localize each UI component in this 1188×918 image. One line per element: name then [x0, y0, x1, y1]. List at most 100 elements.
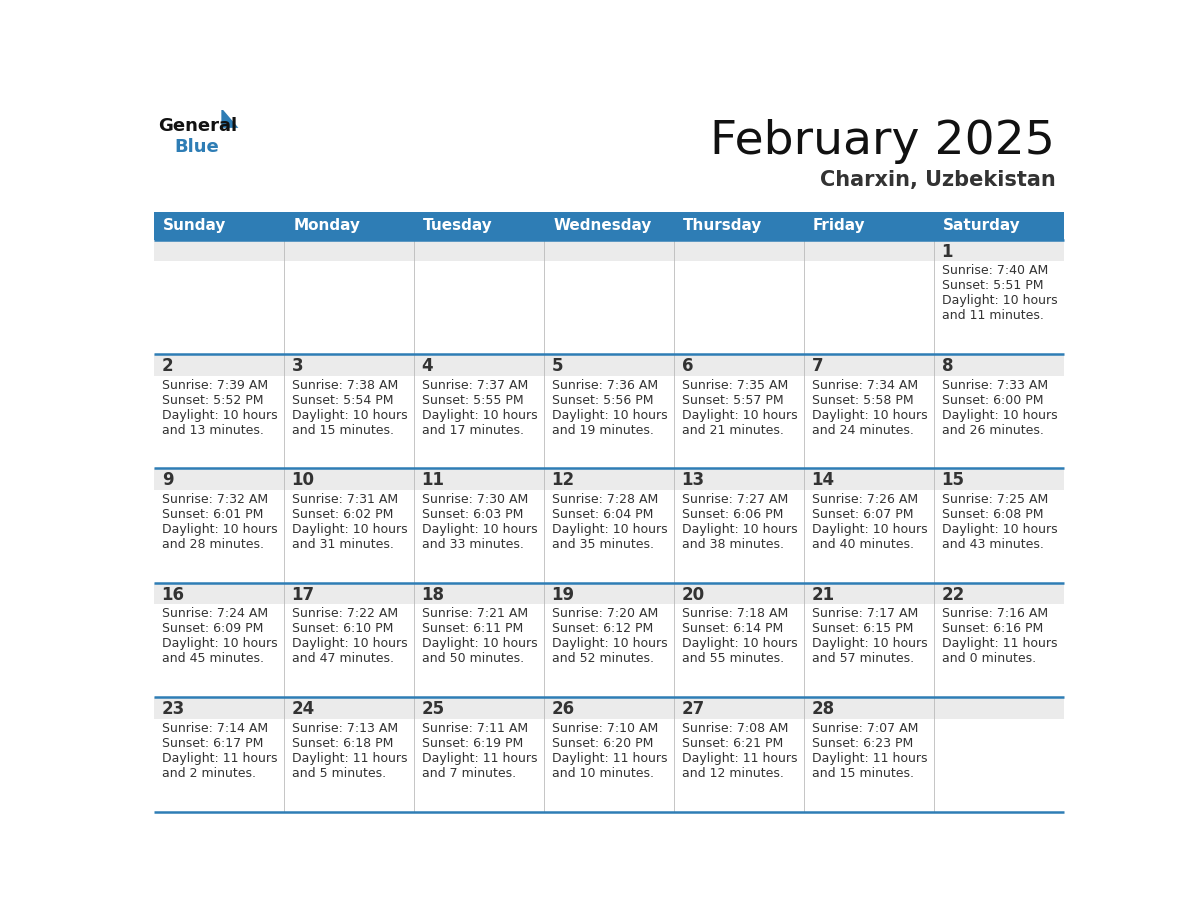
Text: and 13 minutes.: and 13 minutes.: [162, 423, 264, 437]
Text: Blue: Blue: [175, 138, 220, 155]
Bar: [544, 212, 674, 240]
Text: Sunrise: 7:11 AM: Sunrise: 7:11 AM: [422, 722, 527, 734]
Text: 18: 18: [422, 586, 444, 604]
Text: Sunset: 5:56 PM: Sunset: 5:56 PM: [551, 394, 653, 407]
Bar: [934, 240, 1063, 354]
Text: 9: 9: [162, 472, 173, 489]
Bar: [284, 468, 413, 583]
Text: and 15 minutes.: and 15 minutes.: [811, 767, 914, 780]
Text: Sunrise: 7:14 AM: Sunrise: 7:14 AM: [162, 722, 267, 734]
Bar: [674, 468, 804, 490]
Text: Sunrise: 7:16 AM: Sunrise: 7:16 AM: [942, 608, 1048, 621]
Text: 12: 12: [551, 472, 575, 489]
Bar: [154, 697, 284, 719]
Text: Sunrise: 7:32 AM: Sunrise: 7:32 AM: [162, 493, 267, 506]
Text: Daylight: 10 hours: Daylight: 10 hours: [942, 523, 1057, 536]
Text: Sunset: 6:14 PM: Sunset: 6:14 PM: [682, 622, 783, 635]
Bar: [284, 354, 413, 468]
Bar: [544, 697, 674, 719]
Text: 11: 11: [422, 472, 444, 489]
Bar: [674, 354, 804, 468]
Text: 25: 25: [422, 700, 444, 718]
Bar: [674, 212, 804, 240]
Text: 27: 27: [682, 700, 704, 718]
Text: and 57 minutes.: and 57 minutes.: [811, 653, 914, 666]
Bar: [284, 583, 413, 604]
Text: Daylight: 10 hours: Daylight: 10 hours: [291, 523, 407, 536]
Text: Sunset: 6:20 PM: Sunset: 6:20 PM: [551, 737, 653, 750]
Text: Wednesday: Wednesday: [554, 218, 651, 233]
Bar: [284, 583, 413, 697]
Text: Daylight: 10 hours: Daylight: 10 hours: [422, 523, 537, 536]
Text: 4: 4: [422, 357, 434, 375]
Bar: [154, 583, 284, 697]
Text: Sunrise: 7:10 AM: Sunrise: 7:10 AM: [551, 722, 658, 734]
Text: Sunset: 6:15 PM: Sunset: 6:15 PM: [811, 622, 912, 635]
Text: 17: 17: [291, 586, 315, 604]
Text: Sunset: 6:04 PM: Sunset: 6:04 PM: [551, 508, 653, 521]
Text: 6: 6: [682, 357, 693, 375]
Text: February 2025: February 2025: [710, 119, 1055, 164]
Bar: [544, 354, 674, 375]
Bar: [413, 354, 544, 468]
Bar: [674, 583, 804, 604]
Text: Sunset: 6:08 PM: Sunset: 6:08 PM: [942, 508, 1043, 521]
Text: and 15 minutes.: and 15 minutes.: [291, 423, 393, 437]
Text: Daylight: 10 hours: Daylight: 10 hours: [811, 523, 927, 536]
Text: Sunset: 6:09 PM: Sunset: 6:09 PM: [162, 622, 263, 635]
Bar: [804, 354, 934, 375]
Text: Daylight: 10 hours: Daylight: 10 hours: [942, 409, 1057, 421]
Bar: [544, 583, 674, 604]
Text: Daylight: 10 hours: Daylight: 10 hours: [162, 523, 277, 536]
Text: 20: 20: [682, 586, 704, 604]
Text: 2: 2: [162, 357, 173, 375]
Bar: [804, 212, 934, 240]
Bar: [154, 354, 284, 468]
Text: and 50 minutes.: and 50 minutes.: [422, 653, 524, 666]
Text: Daylight: 10 hours: Daylight: 10 hours: [811, 409, 927, 421]
Text: Sunrise: 7:27 AM: Sunrise: 7:27 AM: [682, 493, 788, 506]
Text: Daylight: 10 hours: Daylight: 10 hours: [682, 637, 797, 651]
Text: Daylight: 11 hours: Daylight: 11 hours: [291, 752, 407, 765]
Text: Daylight: 10 hours: Daylight: 10 hours: [291, 637, 407, 651]
Text: Daylight: 10 hours: Daylight: 10 hours: [682, 409, 797, 421]
Text: Daylight: 11 hours: Daylight: 11 hours: [811, 752, 927, 765]
Text: and 47 minutes.: and 47 minutes.: [291, 653, 393, 666]
Text: 7: 7: [811, 357, 823, 375]
Text: Sunrise: 7:21 AM: Sunrise: 7:21 AM: [422, 608, 527, 621]
Text: 26: 26: [551, 700, 575, 718]
Text: Sunrise: 7:20 AM: Sunrise: 7:20 AM: [551, 608, 658, 621]
Bar: [413, 468, 544, 583]
Bar: [544, 583, 674, 697]
Text: Sunrise: 7:24 AM: Sunrise: 7:24 AM: [162, 608, 267, 621]
Bar: [804, 583, 934, 604]
Bar: [284, 240, 413, 354]
Bar: [804, 354, 934, 468]
Bar: [284, 697, 413, 812]
Text: Sunset: 6:17 PM: Sunset: 6:17 PM: [162, 737, 263, 750]
Text: Sunset: 5:51 PM: Sunset: 5:51 PM: [942, 279, 1043, 292]
Bar: [934, 583, 1063, 697]
Bar: [804, 583, 934, 697]
Text: Sunrise: 7:36 AM: Sunrise: 7:36 AM: [551, 378, 658, 392]
Text: and 31 minutes.: and 31 minutes.: [291, 538, 393, 551]
Text: Sunset: 6:23 PM: Sunset: 6:23 PM: [811, 737, 912, 750]
Text: Daylight: 11 hours: Daylight: 11 hours: [942, 637, 1057, 651]
Text: and 43 minutes.: and 43 minutes.: [942, 538, 1043, 551]
Bar: [544, 468, 674, 490]
Text: Sunset: 6:06 PM: Sunset: 6:06 PM: [682, 508, 783, 521]
Bar: [284, 468, 413, 490]
Text: Daylight: 10 hours: Daylight: 10 hours: [162, 409, 277, 421]
Bar: [674, 697, 804, 812]
Bar: [804, 240, 934, 261]
Text: and 0 minutes.: and 0 minutes.: [942, 653, 1036, 666]
Text: Sunset: 6:19 PM: Sunset: 6:19 PM: [422, 737, 523, 750]
Text: Daylight: 10 hours: Daylight: 10 hours: [291, 409, 407, 421]
Bar: [674, 583, 804, 697]
Bar: [934, 697, 1063, 812]
Text: and 33 minutes.: and 33 minutes.: [422, 538, 524, 551]
Bar: [674, 697, 804, 719]
Text: and 55 minutes.: and 55 minutes.: [682, 653, 784, 666]
Text: and 17 minutes.: and 17 minutes.: [422, 423, 524, 437]
Text: 10: 10: [291, 472, 315, 489]
